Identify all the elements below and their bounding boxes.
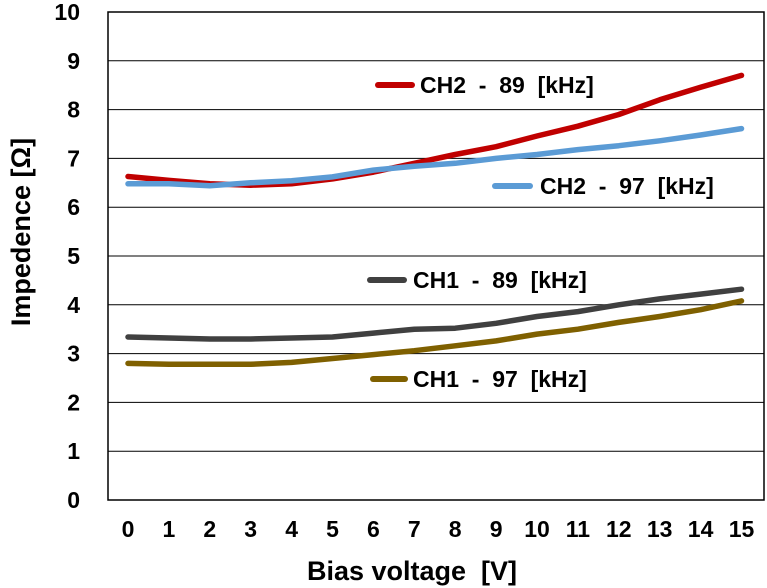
y-tick-label: 2 <box>67 389 80 415</box>
y-tick-label: 3 <box>67 341 80 367</box>
y-tick-label: 10 <box>54 0 80 25</box>
series-line <box>125 286 745 342</box>
x-tick-label: 13 <box>647 516 673 542</box>
x-tick-label: 1 <box>163 516 176 542</box>
x-tick-label: 15 <box>729 516 755 542</box>
x-tick-label: 9 <box>490 516 503 542</box>
gridlines <box>108 60 764 452</box>
legend-label: CH1 - 89 [kHz] <box>413 267 587 293</box>
y-tick-label: 5 <box>67 243 80 269</box>
x-tick-label: 5 <box>326 516 339 542</box>
x-tick-label: 12 <box>606 516 632 542</box>
x-axis-ticks: 0 1 2 3 4 5 6 7 8 9 10 11 12 13 14 15 <box>122 516 755 542</box>
plot-area-frame <box>107 11 765 501</box>
x-tick-label: 3 <box>244 516 257 542</box>
y-tick-label: 4 <box>67 292 80 318</box>
x-tick-label: 0 <box>122 516 135 542</box>
y-axis-title: Impedence [Ω] <box>6 138 36 326</box>
y-tick-label: 0 <box>67 487 80 513</box>
x-tick-label: 8 <box>449 516 462 542</box>
x-axis-title: Bias voltage [V] <box>307 556 517 586</box>
legend-label: CH1 - 97 [kHz] <box>413 366 587 392</box>
series-line <box>125 125 745 189</box>
legend: CH2 - 89 [kHz] CH2 - 97 [kHz] CH1 - 89 [kH… <box>367 72 714 392</box>
x-tick-label: 7 <box>408 516 421 542</box>
y-tick-label: 1 <box>67 438 80 464</box>
x-tick-label: 4 <box>285 516 298 542</box>
legend-label: CH2 - 89 [kHz] <box>420 72 594 98</box>
series-line <box>125 298 745 368</box>
x-tick-label: 14 <box>688 516 714 542</box>
legend-label: CH2 - 97 [kHz] <box>540 173 714 199</box>
y-tick-label: 6 <box>67 194 80 220</box>
y-tick-label: 9 <box>67 48 80 74</box>
x-tick-label: 2 <box>203 516 216 542</box>
series-lines <box>125 72 745 368</box>
x-tick-label: 11 <box>566 516 591 542</box>
x-tick-label: 10 <box>524 516 550 542</box>
y-axis-ticks: 0 1 2 3 4 5 6 7 8 9 10 <box>54 0 80 513</box>
y-tick-label: 8 <box>67 97 80 123</box>
x-tick-label: 6 <box>367 516 380 542</box>
y-tick-label: 7 <box>67 145 80 171</box>
